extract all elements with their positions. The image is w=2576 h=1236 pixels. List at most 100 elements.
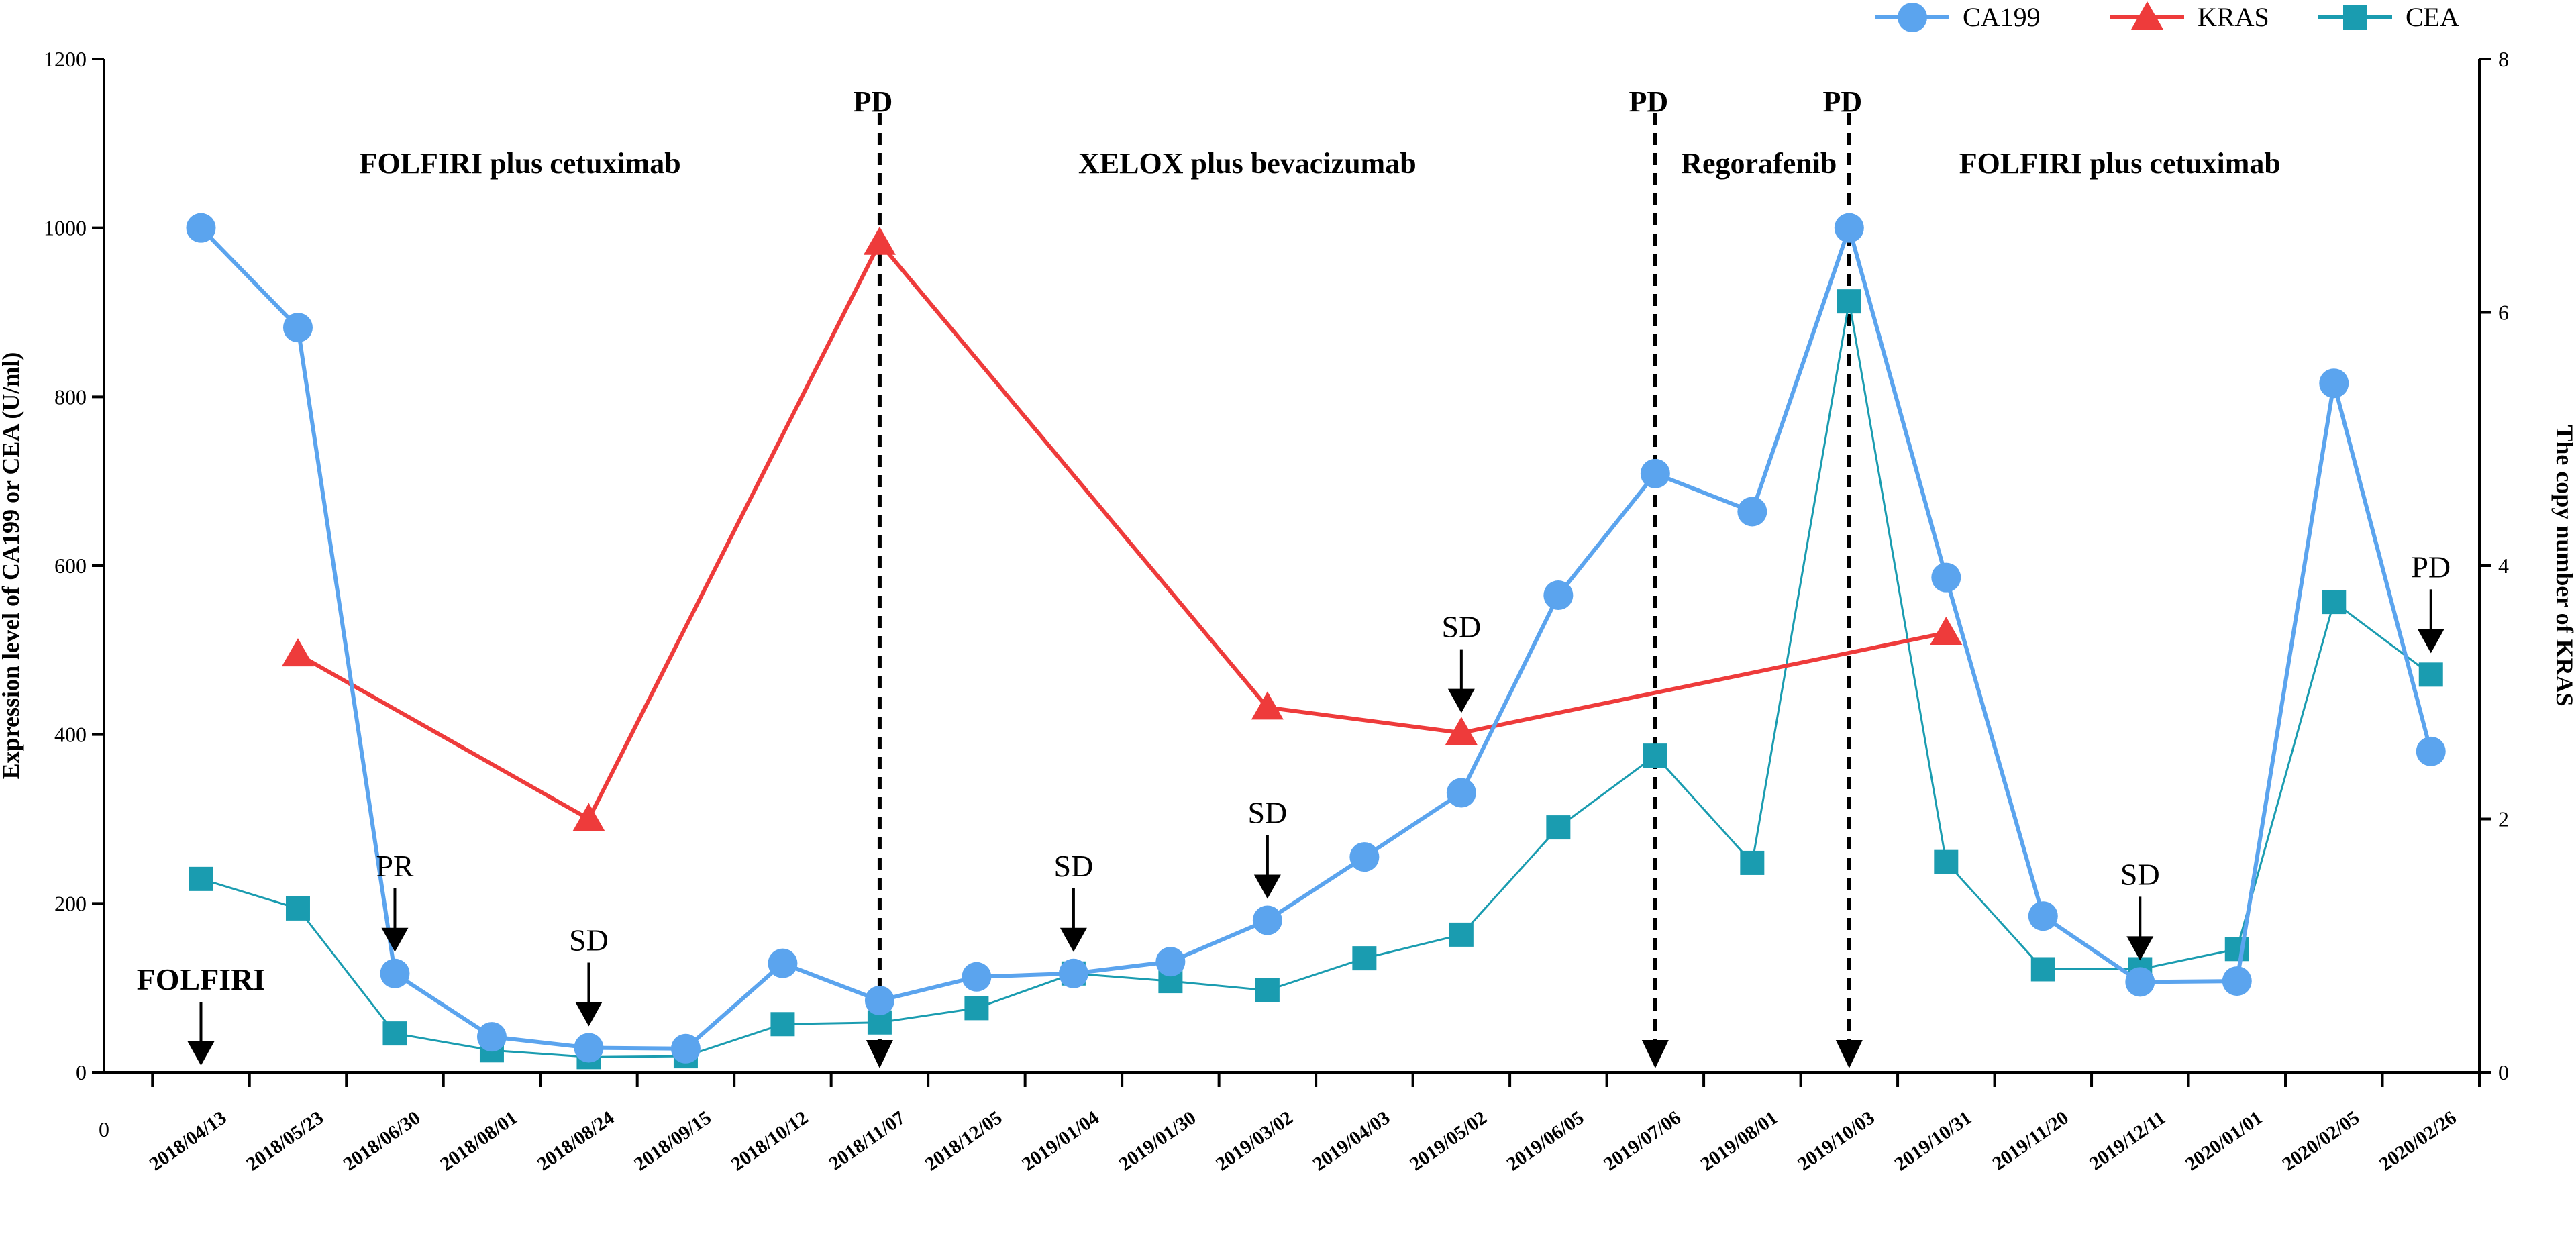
x-tick-label: 2018/05/23 — [242, 1107, 327, 1176]
y-left-tick-label: 800 — [54, 384, 87, 409]
y-left-tick-label: 1200 — [44, 47, 87, 71]
data-point-cea — [1546, 815, 1571, 840]
data-point-cea — [2030, 957, 2055, 982]
legend-label: CA199 — [1963, 2, 2041, 32]
data-point-ca199 — [1834, 213, 1864, 243]
x-tick-label: 2018/09/15 — [630, 1107, 715, 1176]
pd-line-label: PD — [854, 85, 893, 118]
x-tick-label: 2019/01/30 — [1115, 1107, 1200, 1176]
series-line-cea — [201, 300, 2432, 1058]
data-point-ca199 — [1543, 580, 1574, 611]
data-point-kras — [1445, 717, 1478, 745]
data-point-ca199 — [2222, 966, 2252, 996]
x-tick-label: 2019/10/31 — [1891, 1107, 1976, 1176]
pd-line-arrowhead — [1835, 1040, 1863, 1068]
data-point-cea — [2322, 590, 2347, 615]
annotation-arrow-head — [1253, 874, 1281, 899]
data-point-ca199 — [2319, 368, 2349, 399]
data-point-kras — [281, 638, 314, 667]
annotation-label: PR — [376, 849, 414, 883]
annotation-label: SD — [1247, 796, 1287, 830]
x-tick-label: 2019/08/01 — [1697, 1107, 1782, 1176]
x-tick-label: 2019/10/03 — [1794, 1107, 1879, 1176]
phase-label: FOLFIRI plus cetuximab — [1959, 147, 2281, 180]
data-point-cea — [2418, 662, 2443, 687]
y-right-tick-label: 4 — [2498, 554, 2509, 578]
legend-marker — [1898, 3, 1927, 32]
annotation-arrow-head — [1060, 927, 1087, 952]
data-point-ca199 — [2028, 901, 2058, 931]
annotation-arrow-head — [2417, 629, 2444, 654]
annotation-label: PD — [2411, 550, 2451, 584]
phase-label: Regorafenib — [1681, 147, 1837, 180]
data-point-ca199 — [1349, 842, 1380, 872]
x-tick-label: 2018/12/05 — [921, 1107, 1007, 1176]
data-point-ca199 — [1640, 458, 1670, 488]
legend-label: KRAS — [2198, 2, 2269, 32]
data-point-cea — [1837, 289, 1861, 314]
x-tick-label: 2018/10/12 — [727, 1107, 813, 1176]
data-point-ca199 — [1155, 947, 1186, 977]
legend-label: CEA — [2406, 2, 2459, 32]
phase-label: FOLFIRI plus cetuximab — [360, 147, 681, 180]
data-point-cea — [1934, 849, 1959, 874]
x-tick-label: 2019/11/20 — [1989, 1107, 2073, 1175]
data-point-ca199 — [1058, 958, 1088, 988]
data-point-cea — [1449, 922, 1474, 947]
data-point-ca199 — [282, 313, 313, 343]
data-point-kras — [1251, 691, 1284, 720]
annotation-label: SD — [569, 923, 609, 958]
y-left-tick-label: 0 — [76, 1060, 87, 1084]
data-point-ca199 — [1931, 562, 1961, 593]
data-point-ca199 — [2125, 967, 2155, 997]
annotation-label: SD — [2120, 857, 2160, 891]
data-point-ca199 — [962, 962, 992, 992]
phase-label: XELOX plus bevacizumab — [1078, 147, 1416, 180]
data-point-kras — [863, 226, 896, 255]
data-point-kras — [1930, 617, 1963, 646]
data-point-ca199 — [574, 1033, 604, 1063]
data-point-cea — [382, 1021, 407, 1046]
data-point-cea — [1255, 978, 1280, 1002]
y-left-title: Expression level of CA199 or CEA (U/ml) — [0, 352, 24, 780]
x-tick-label: 2020/02/26 — [2375, 1107, 2461, 1176]
x-tick-label: 2019/05/02 — [1406, 1107, 1491, 1176]
data-point-ca199 — [186, 213, 216, 243]
data-point-ca199 — [2416, 736, 2446, 766]
x-tick-label: 2019/12/11 — [2085, 1107, 2169, 1175]
data-point-cea — [1643, 743, 1667, 768]
y-right-tick-label: 8 — [2498, 47, 2509, 71]
annotation-arrow-head — [1447, 688, 1475, 713]
x-tick-label: 2019/06/05 — [1503, 1107, 1588, 1176]
data-point-ca199 — [864, 986, 894, 1016]
x-tick-label: 2019/07/06 — [1600, 1107, 1685, 1176]
pd-line-arrowhead — [1641, 1040, 1669, 1068]
annotation-arrow-head — [187, 1041, 215, 1066]
annotation-label: SD — [1441, 610, 1481, 644]
y-left-tick-label: 200 — [54, 891, 87, 915]
data-point-ca199 — [1252, 905, 1282, 935]
legend-marker — [2343, 5, 2367, 30]
data-point-ca199 — [1737, 497, 1767, 527]
y-left-tick-label: 400 — [54, 723, 87, 747]
x-tick-label: 2018/11/07 — [825, 1107, 909, 1175]
x-tick-label: 2019/04/03 — [1309, 1107, 1394, 1176]
data-point-cea — [1740, 850, 1765, 875]
y-right-tick-label: 0 — [2498, 1060, 2509, 1084]
legend-marker — [2131, 1, 2163, 30]
data-point-ca199 — [1446, 778, 1476, 808]
annotation-label: FOLFIRI — [137, 962, 266, 996]
x-tick-label: 2019/03/02 — [1212, 1107, 1297, 1176]
data-point-cea — [964, 996, 989, 1021]
pd-line-arrowhead — [866, 1040, 893, 1068]
x-tick-label: 2018/08/01 — [436, 1107, 521, 1176]
annotation-arrow-head — [575, 1002, 603, 1027]
data-point-cea — [189, 866, 213, 891]
y-left-tick-label: 600 — [54, 554, 87, 578]
y-right-tick-label: 2 — [2498, 807, 2509, 831]
x-origin-label: 0 — [99, 1117, 109, 1141]
data-point-ca199 — [476, 1022, 507, 1052]
y-right-title: The copy number of KRAS — [2551, 425, 2576, 706]
pd-line-label: PD — [1822, 85, 1862, 118]
